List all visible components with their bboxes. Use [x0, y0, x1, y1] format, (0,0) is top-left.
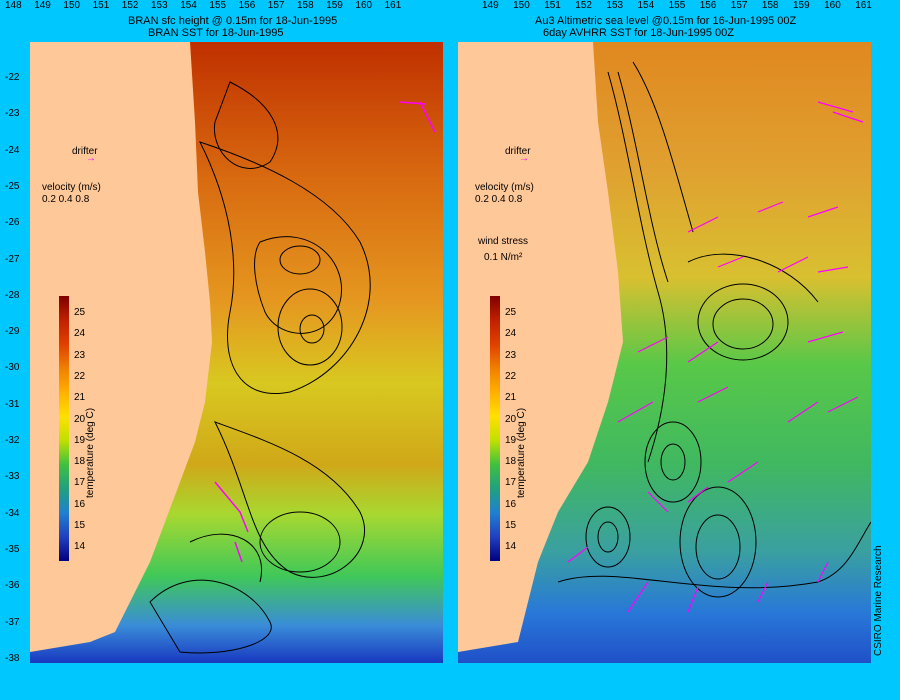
left-colorbar-label: temperature (deg C) [85, 407, 96, 498]
latitude-tick-label: -26 [5, 217, 20, 229]
right-colorbar-label: temperature (deg C) [516, 407, 527, 498]
longitude-tick-label: 154 [637, 0, 655, 11]
longitude-tick-label: 160 [824, 0, 841, 11]
colorbar-tick-label: 21 [505, 392, 517, 404]
colorbar-tick-label: 14 [74, 541, 86, 553]
longitude-tick-label: 149 [34, 0, 51, 11]
colorbar-tick-label: 14 [505, 541, 517, 553]
longitude-tick-label: 155 [668, 0, 686, 11]
left-drifter-arrow-icon: → [86, 153, 96, 164]
colorbar-tick-label: 25 [505, 307, 517, 318]
colorbar-tick-label: 16 [505, 498, 517, 510]
latitude-tick-label: -38 [5, 652, 20, 664]
colorbar-tick-label: 19 [74, 434, 86, 446]
left-colorbar [59, 296, 69, 561]
latitude-tick-label: -29 [5, 326, 20, 338]
longitude-tick-label: 156 [238, 0, 256, 11]
longitude-tick-label: 150 [63, 0, 81, 11]
longitude-tick-label: 152 [575, 0, 592, 11]
left-map-panel [30, 42, 443, 663]
colorbar-tick-label: 24 [74, 328, 86, 340]
colorbar-tick-label: 15 [505, 520, 517, 531]
longitude-tick-label: 152 [121, 0, 139, 11]
credit-text: CSIRO Marine Research [873, 545, 884, 656]
longitude-tick-label: 157 [730, 0, 748, 11]
colorbar-tick-label: 15 [74, 520, 86, 531]
colorbar-tick-label: 22 [74, 370, 86, 382]
right-wind-vectors [567, 101, 864, 613]
right-drifter-label: drifter [505, 146, 531, 157]
longitude-tick-label: 151 [544, 0, 561, 11]
longitude-tick-label: 158 [761, 0, 779, 11]
latitude-tick-label: -37 [5, 616, 20, 628]
latitude-tick-label: -35 [5, 543, 20, 555]
colorbar-tick-label: 16 [74, 498, 86, 510]
right-title-line2: 6day AVHRR SST for 18-Jun-1995 00Z [543, 27, 734, 39]
longitude-tick-label: 156 [699, 0, 717, 11]
colorbar-tick-label: 23 [505, 349, 517, 361]
colorbar-tick-label: 22 [505, 370, 517, 382]
colorbar-tick-label: 21 [74, 392, 86, 404]
left-title-line2: BRAN SST for 18-Jun-1995 [148, 27, 284, 39]
longitude-tick-label: 153 [151, 0, 168, 11]
longitude-tick-label: 158 [297, 0, 314, 11]
left-drifter-tracks [214, 101, 436, 563]
right-title-line1: Au3 Altimetric sea level @0.15m for 16-J… [535, 15, 797, 27]
left-velocity-title: velocity (m/s) [42, 182, 101, 193]
latitude-tick-label: -33 [5, 471, 20, 483]
longitude-tick-label: 153 [606, 0, 624, 11]
right-wind-title: wind stress [478, 236, 529, 247]
colorbar-tick-label: 18 [505, 456, 517, 468]
longitude-tick-label: 150 [513, 0, 530, 11]
left-title-line1: BRAN sfc height @ 0.15m for 18-Jun-1995 [128, 15, 338, 27]
right-contours [557, 61, 871, 598]
latitude-tick-label: -22 [5, 72, 20, 83]
colorbar-tick-label: 23 [74, 349, 86, 361]
longitude-tick-label: 160 [355, 0, 373, 11]
left-contours [149, 81, 371, 654]
left-map-canvas [30, 42, 443, 663]
longitude-tick-label: 151 [92, 0, 110, 11]
latitude-tick-label: -34 [5, 507, 20, 519]
longitude-tick-label: 161 [384, 0, 402, 11]
left-landmass [30, 42, 212, 652]
left-drifter-label: drifter [72, 146, 98, 157]
longitude-tick-label: 159 [326, 0, 343, 11]
colorbar-tick-label: 18 [74, 456, 86, 468]
latitude-tick-label: -24 [5, 144, 20, 156]
latitude-tick-label: -28 [5, 289, 20, 301]
right-map-panel [458, 42, 871, 663]
right-wind-value: 0.1 N/m² [484, 252, 523, 263]
longitude-tick-label: 148 [5, 0, 22, 11]
right-velocity-scale: 0.2 0.4 0.8 [475, 194, 523, 205]
right-drifter-arrow-icon: → [519, 153, 529, 164]
colorbar-tick-label: 17 [74, 477, 86, 489]
right-velocity-title: velocity (m/s) [475, 182, 534, 193]
longitude-tick-label: 154 [180, 0, 197, 11]
left-velocity-scale: 0.2 0.4 0.8 [42, 194, 90, 205]
latitude-tick-label: -31 [5, 398, 20, 410]
longitude-tick-label: 155 [209, 0, 227, 11]
longitude-tick-label: 159 [793, 0, 810, 11]
latitude-tick-label: -32 [5, 435, 20, 446]
latitude-tick-label: -27 [5, 253, 20, 265]
colorbar-tick-label: 24 [505, 328, 517, 340]
colorbar-tick-label: 19 [505, 434, 517, 446]
right-map-canvas [458, 42, 871, 663]
latitude-tick-label: -30 [5, 362, 20, 374]
colorbar-tick-label: 25 [74, 307, 86, 318]
longitude-tick-label: 161 [855, 0, 872, 11]
colorbar-tick-label: 20 [505, 413, 517, 425]
right-colorbar [490, 296, 500, 561]
latitude-tick-label: -25 [5, 180, 20, 192]
longitude-tick-label: 149 [482, 0, 499, 11]
colorbar-tick-label: 17 [505, 477, 517, 489]
longitude-tick-label: 157 [267, 0, 285, 11]
colorbar-tick-label: 20 [74, 413, 86, 425]
latitude-tick-label: -36 [5, 580, 20, 592]
latitude-tick-label: -23 [5, 108, 20, 120]
